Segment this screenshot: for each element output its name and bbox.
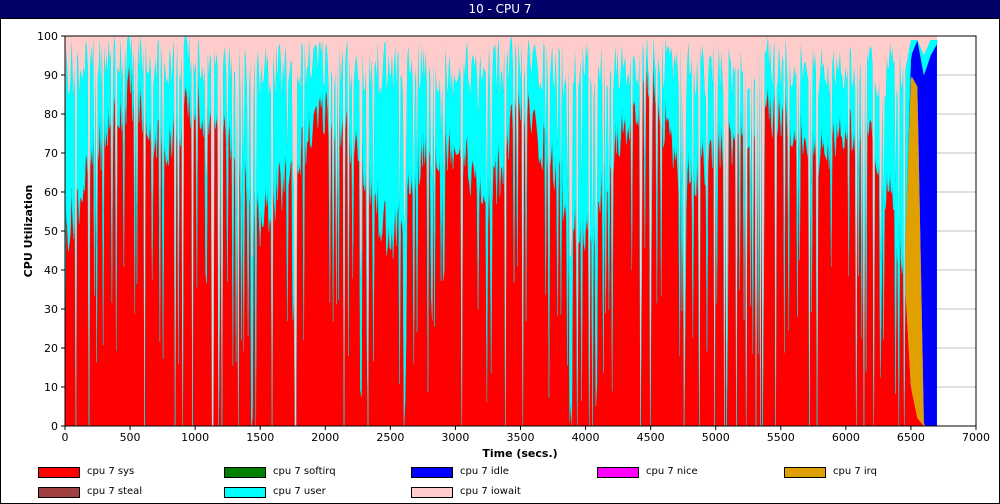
x-tick-label: 4500 [637,431,665,444]
x-tick-label: 5000 [702,431,730,444]
legend-label: cpu 7 sys [87,466,135,477]
series-sys-area [65,60,937,427]
legend-label: cpu 7 irq [833,466,877,477]
legend-item: cpu 7 irq [784,465,877,479]
series-iow-area [65,36,937,426]
legend-swatch [224,466,266,478]
x-tick-label: 2000 [311,431,339,444]
legend-item: cpu 7 iowait [411,485,521,499]
legend-label: cpu 7 iowait [460,486,521,497]
y-tick-label: 60 [44,186,58,199]
chart-title: 10 - CPU 7 [0,0,1000,18]
x-axis-label: Time (secs.) [482,447,557,460]
legend-item: cpu 7 user [224,485,326,499]
legend-swatch [411,486,453,498]
y-tick-label: 20 [44,342,58,355]
series-areas [64,35,938,427]
legend-swatch [38,466,80,478]
legend-label: cpu 7 steal [87,486,143,497]
legend-item: cpu 7 softirq [224,465,336,479]
x-tick-label: 1500 [246,431,274,444]
legend-label: cpu 7 softirq [273,466,336,477]
y-tick-label: 90 [44,69,58,82]
legend-item: cpu 7 nice [597,465,698,479]
x-tick-label: 6000 [832,431,860,444]
y-tick-label: 50 [44,225,58,238]
x-tick-label: 0 [62,431,69,444]
x-tick-label: 7000 [962,431,990,444]
x-tick-label: 2500 [376,431,404,444]
y-tick-label: 10 [44,381,58,394]
x-tick-label: 5500 [767,431,795,444]
y-axis-label: CPU Utilization [22,185,35,278]
legend-label: cpu 7 user [273,486,326,497]
legend-label: cpu 7 nice [646,466,698,477]
legend-item: cpu 7 sys [38,465,134,479]
y-tick-label: 80 [44,108,58,121]
chart-legend: cpu 7 sys cpu 7 softirq cpu 7 idle cpu 7 ni… [0,462,1000,504]
x-tick-label: 6500 [897,431,925,444]
legend-swatch [38,486,80,498]
legend-swatch [597,466,639,478]
y-tick-label: 40 [44,264,58,277]
y-tick-label: 100 [37,30,58,43]
x-tick-label: 500 [120,431,141,444]
y-tick-label: 30 [44,303,58,316]
y-tick-label: 70 [44,147,58,160]
legend-label: cpu 7 idle [460,466,509,477]
legend-swatch [411,466,453,478]
x-tick-label: 3000 [441,431,469,444]
legend-item: cpu 7 idle [411,465,509,479]
legend-item: cpu 7 steal [38,485,142,499]
y-tick-label: 0 [51,420,58,433]
legend-swatch [784,466,826,478]
legend-swatch [224,486,266,498]
x-tick-label: 3500 [507,431,535,444]
x-tick-label: 4000 [572,431,600,444]
x-tick-label: 1000 [181,431,209,444]
